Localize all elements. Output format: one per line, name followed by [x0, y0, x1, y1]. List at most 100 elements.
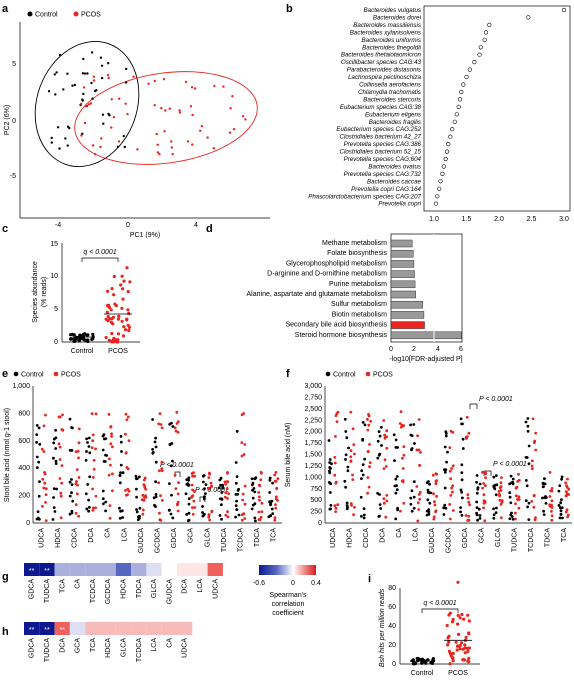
heatmap-cell	[115, 622, 132, 635]
species-point	[483, 30, 489, 35]
control-point	[269, 503, 272, 507]
control-point	[236, 492, 240, 496]
pcos-point	[105, 310, 109, 314]
control-point	[345, 501, 349, 505]
control-point	[136, 518, 140, 522]
control-point	[445, 460, 448, 464]
pcos-point	[335, 420, 339, 423]
control-point	[35, 424, 39, 427]
control-point	[134, 474, 138, 478]
species-point	[444, 149, 450, 154]
pcos-point	[124, 102, 127, 106]
heatmap-label: TCA	[59, 579, 66, 593]
pcos-point	[158, 518, 162, 522]
control-point	[363, 457, 366, 461]
x-tick-label: CDCA	[72, 528, 79, 548]
pcos-point	[44, 413, 47, 417]
significance-label: q < 0.0001	[83, 249, 116, 256]
panel-letter-c: c	[2, 223, 8, 235]
control-point	[360, 469, 364, 473]
panel-i-bsh: 0 20 40 60 80 Control PCOS Bsh hits per …	[379, 580, 480, 677]
pcos-point	[40, 447, 44, 451]
pcos-point	[259, 515, 263, 519]
colorbar: -0.6 0 0.4 Spearman's correlation coeffi…	[253, 565, 321, 617]
x-tick-label: HDCA	[55, 528, 62, 548]
control-point	[444, 468, 448, 472]
control-point	[527, 501, 531, 505]
control-point	[508, 495, 512, 499]
pcos-point	[451, 509, 455, 512]
control-point	[237, 513, 241, 517]
control-point	[253, 490, 257, 494]
control-point	[343, 479, 347, 483]
pcos-point	[140, 498, 144, 502]
pcos-point	[467, 631, 471, 635]
pcos-point	[75, 468, 79, 471]
y-tick-label: 80	[388, 585, 396, 592]
pcos-point	[466, 496, 470, 500]
control-point	[119, 509, 122, 513]
pcos-point	[274, 503, 277, 506]
control-point	[220, 517, 223, 521]
control-point	[426, 488, 430, 492]
pcos-point	[366, 476, 370, 479]
pcos-point	[110, 126, 113, 129]
pcos-point	[127, 439, 131, 442]
pcos-point	[447, 640, 451, 644]
control-point	[329, 507, 332, 511]
heatmap-label: TCDCA	[136, 638, 143, 662]
control-point	[71, 499, 75, 503]
pcos-point	[483, 500, 487, 504]
control-point	[220, 503, 223, 507]
species-label: Collinsella aerofaciens	[359, 82, 421, 89]
control-point	[560, 498, 563, 502]
pcos-point	[104, 317, 108, 321]
significance-stars: **	[44, 568, 50, 575]
pcos-point	[434, 482, 438, 486]
pcos-point	[94, 447, 97, 451]
pcos-point	[91, 506, 95, 510]
pcos-point	[124, 489, 127, 492]
pcos-point	[94, 153, 97, 156]
control-point	[85, 437, 88, 441]
pcos-point	[567, 513, 570, 517]
pcos-point	[257, 510, 261, 514]
pcos-point	[349, 449, 353, 453]
control-point	[475, 491, 479, 495]
pcos-point	[367, 423, 371, 427]
x-tick-label: TCA	[271, 528, 278, 542]
control-point	[66, 125, 70, 128]
control-point	[461, 447, 465, 450]
y-tick-label: 1,250	[304, 463, 322, 470]
pcos-point	[432, 517, 436, 521]
heatmap-label: LCA	[197, 579, 204, 593]
pcos-point	[448, 517, 452, 521]
control-point	[50, 141, 53, 144]
pcos-point	[449, 477, 452, 481]
heatmap-cell	[207, 563, 223, 576]
control-point	[527, 462, 531, 466]
control-point	[557, 489, 561, 493]
pcos-point	[258, 498, 261, 502]
pcos-point	[366, 418, 369, 421]
control-point	[495, 506, 498, 510]
y-tick-label: 1,500	[304, 452, 322, 459]
species-point	[452, 119, 457, 124]
pcos-point	[191, 113, 194, 117]
significance-label: P < 0.0001	[195, 487, 229, 494]
control-point	[430, 661, 434, 666]
control-point	[328, 461, 331, 464]
control-point	[87, 445, 91, 448]
control-point	[47, 90, 51, 93]
pcos-point	[352, 443, 356, 447]
control-point	[460, 478, 464, 482]
pcos-point	[77, 441, 81, 445]
control-point	[101, 497, 105, 501]
y-axis-label: Stool bile acid (nmol g-1 stool)	[4, 408, 11, 502]
y-tick-label: 40	[388, 623, 396, 630]
control-point	[346, 469, 350, 473]
pcos-point	[402, 424, 405, 428]
pcos-point	[127, 489, 131, 493]
pcos-point	[121, 297, 125, 301]
